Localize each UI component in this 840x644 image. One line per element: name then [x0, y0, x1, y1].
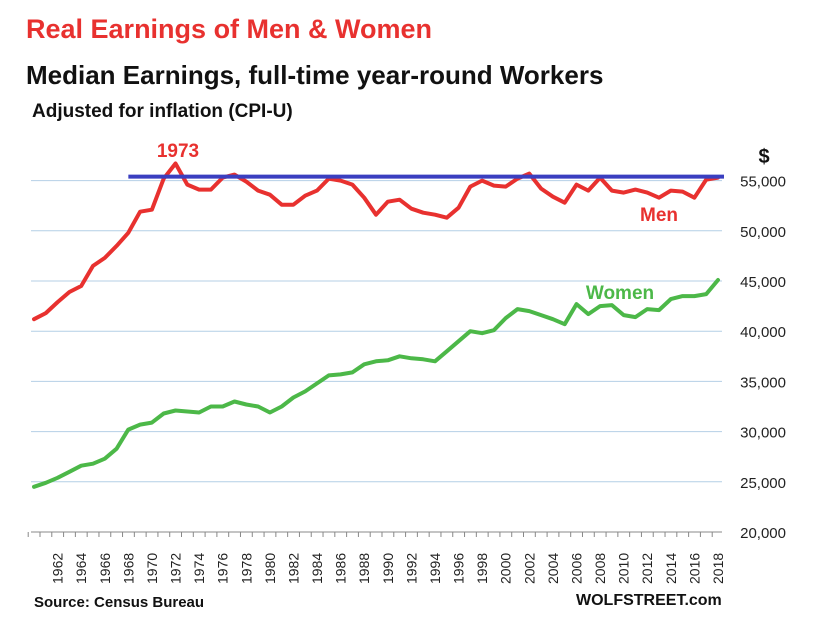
x-tick-label: 2014 [663, 553, 679, 584]
x-axis: 1962 1964 1966 1968 1970 1972 1974 1976 1978 1980… [27, 531, 726, 584]
x-tick-label: 2002 [521, 553, 537, 584]
chart-note: Adjusted for inflation (CPI-U) [32, 101, 293, 122]
x-tick-label: 1966 [97, 553, 113, 584]
series-line-women [32, 278, 720, 489]
x-tick-label: 2006 [568, 553, 584, 584]
y-tick-label: 30,000 [740, 425, 786, 442]
series-lines [32, 161, 720, 489]
y-tick-label: 55,000 [740, 174, 786, 191]
brand-label: WOLFSTREET.com [576, 592, 722, 609]
y-tick-label: 35,000 [740, 374, 786, 391]
x-tick-label: 1996 [451, 553, 467, 584]
x-tick-label: 2012 [639, 553, 655, 584]
y-tick-label: 40,000 [740, 324, 786, 341]
x-tick-label: 1962 [50, 553, 66, 584]
x-tick-label: 2016 [686, 553, 702, 584]
x-tick-label: 2008 [592, 553, 608, 584]
x-tick-label: 1972 [168, 553, 184, 584]
source-note: Source: Census Bureau [34, 594, 205, 611]
x-tick-label: 2000 [498, 553, 514, 584]
x-tick-label: 2010 [616, 553, 632, 584]
x-tick-label: 1984 [309, 553, 325, 584]
x-tick-label: 2004 [545, 553, 561, 584]
y-tick-label: 45,000 [740, 274, 786, 291]
x-tick-label: 1980 [262, 553, 278, 584]
series-line-men [32, 161, 720, 322]
x-tick-label: 1976 [215, 553, 231, 584]
peak-annotation-1973: 1973 [157, 141, 199, 162]
x-tick-label: 1978 [238, 553, 254, 584]
x-tick-label: 1982 [285, 553, 301, 584]
x-tick-label: 1988 [356, 553, 372, 584]
y-axis-ticks: 20,000 25,000 30,000 35,000 40,000 45,000 50,0… [740, 174, 786, 542]
x-tick-label: 2018 [710, 553, 726, 584]
x-tick-label: 1992 [403, 553, 419, 584]
chart-title: Real Earnings of Men & Women [26, 14, 433, 44]
women-series-label: Women [586, 283, 654, 304]
men-series-label: Men [640, 205, 678, 226]
chart-subtitle: Median Earnings, full-time year-round Wo… [26, 60, 604, 90]
x-tick-label: 1986 [333, 553, 349, 584]
y-tick-label: 50,000 [740, 224, 786, 241]
x-tick-label: 1994 [427, 553, 443, 584]
x-tick-label: 1970 [144, 553, 160, 584]
grid-lines [31, 180, 722, 533]
x-tick-label: 1964 [73, 553, 89, 584]
x-tick-label: 1968 [120, 553, 136, 584]
x-tick-label: 1990 [380, 553, 396, 584]
y-tick-label: 20,000 [740, 525, 786, 542]
y-axis-label: $ [758, 146, 769, 168]
y-tick-label: 25,000 [740, 475, 786, 492]
x-tick-label: 1998 [474, 553, 490, 584]
x-tick-label: 1974 [191, 553, 207, 584]
